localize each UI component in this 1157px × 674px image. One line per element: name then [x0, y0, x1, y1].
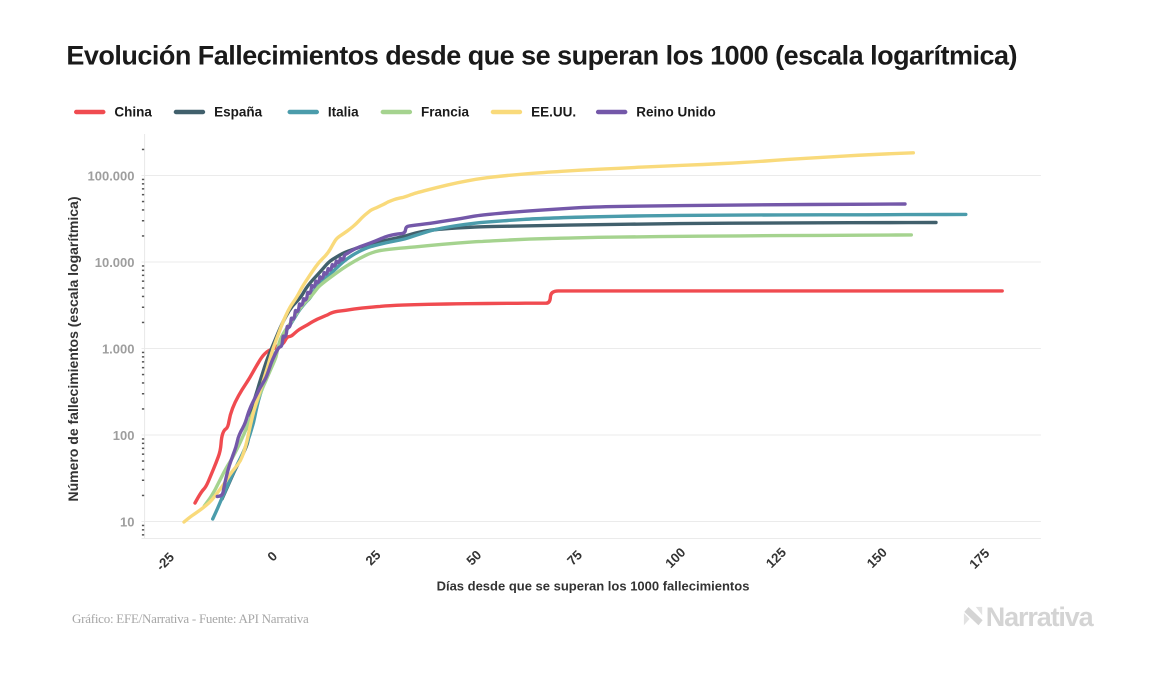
svg-text:10.000: 10.000 — [95, 255, 135, 270]
svg-text:China: China — [114, 105, 152, 120]
svg-text:Evolución Fallecimientos desde: Evolución Fallecimientos desde que se su… — [66, 41, 1017, 71]
svg-text:Número de fallecimientos (esca: Número de fallecimientos (escala logarít… — [65, 197, 81, 502]
svg-text:EE.UU.: EE.UU. — [531, 105, 576, 120]
svg-text:Días desde que se superan los: Días desde que se superan los 1000 falle… — [437, 579, 750, 594]
svg-text:1.000: 1.000 — [102, 341, 135, 356]
svg-text:10: 10 — [120, 514, 134, 529]
svg-text:Italia: Italia — [328, 105, 359, 120]
svg-text:Francia: Francia — [421, 105, 470, 120]
svg-text:Gráfico: EFE/Narrativa - Fuent: Gráfico: EFE/Narrativa - Fuente: API Nar… — [72, 611, 309, 626]
svg-text:Narrativa: Narrativa — [986, 602, 1095, 632]
svg-text:100: 100 — [113, 428, 135, 443]
svg-text:España: España — [214, 105, 263, 120]
svg-text:Reino Unido: Reino Unido — [636, 105, 716, 120]
svg-text:100.000: 100.000 — [88, 168, 135, 183]
